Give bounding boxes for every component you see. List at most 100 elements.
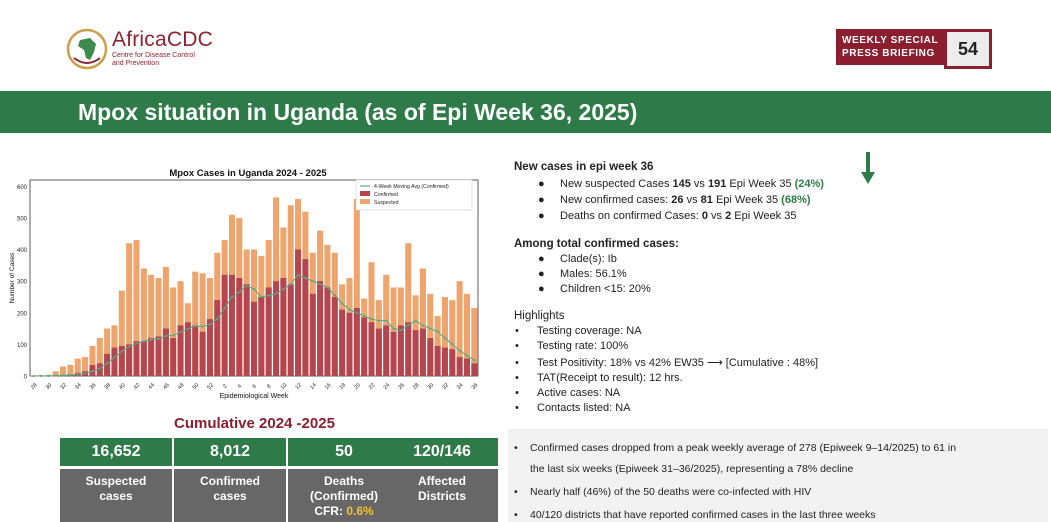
confirmed-bar bbox=[309, 293, 316, 376]
moving-avg-point bbox=[135, 342, 138, 345]
moving-avg-point bbox=[289, 283, 292, 286]
legend-swatch-suspected bbox=[360, 199, 370, 204]
moving-avg-point bbox=[238, 291, 241, 294]
confirmed-bar bbox=[449, 349, 456, 376]
moving-avg-point bbox=[252, 287, 256, 291]
stat-label-line-2: cases bbox=[99, 489, 133, 503]
legend-label: 4-Week Moving Avg (Confirmed) bbox=[374, 184, 449, 190]
confirmed-bar bbox=[96, 363, 103, 376]
suspected-bar bbox=[419, 268, 426, 376]
y-axis-label: Number of Cases bbox=[9, 252, 16, 303]
suspected-bar bbox=[463, 293, 470, 376]
moving-avg-point bbox=[164, 334, 167, 337]
stat-label-line-1: Affected bbox=[417, 474, 466, 488]
stat-value: 16,652 bbox=[60, 438, 172, 466]
confirmed-bar bbox=[199, 331, 206, 376]
moving-avg-point bbox=[76, 373, 79, 376]
moving-avg-point bbox=[436, 330, 439, 333]
confirmed-bar bbox=[228, 274, 235, 376]
moving-avg-point bbox=[39, 374, 43, 378]
item-value: 145 bbox=[672, 178, 691, 190]
suspected-bar bbox=[192, 271, 199, 376]
moving-avg-point bbox=[260, 295, 263, 299]
item-text: Clade(s): Ib bbox=[560, 253, 617, 265]
moving-avg-point bbox=[399, 329, 402, 332]
stat-value: 120/146 bbox=[386, 438, 498, 466]
confirmed-bar bbox=[324, 287, 331, 376]
item-value: 81 bbox=[700, 194, 713, 206]
item-percent: (68%) bbox=[781, 194, 811, 206]
moving-avg-point bbox=[443, 336, 447, 340]
x-tick-label: 10 bbox=[280, 382, 289, 391]
item-text: vs bbox=[707, 210, 726, 222]
moving-avg-point bbox=[355, 311, 358, 314]
item-text: Males: 56.1% bbox=[560, 268, 627, 280]
suspected-bar bbox=[162, 266, 169, 376]
org-name: AfricaCDC bbox=[112, 28, 213, 51]
item-text: Active cases: NA bbox=[537, 387, 621, 399]
moving-avg-point bbox=[150, 338, 153, 341]
briefing-line-2: PRESS BRIEFING bbox=[842, 48, 935, 59]
x-tick-label: 46 bbox=[162, 382, 171, 391]
africacdc-logo-icon bbox=[66, 28, 108, 70]
suspected-bar bbox=[74, 358, 81, 376]
down-arrow-icon bbox=[861, 152, 875, 184]
stat-districts: 120/146 Affected Districts bbox=[386, 438, 498, 522]
highlight-item: • Active cases: NA bbox=[515, 387, 621, 399]
chart-title: Mpox Cases in Uganda 2024 - 2025 bbox=[169, 168, 327, 179]
confirmed-bar bbox=[184, 322, 191, 376]
stat-value: 50 bbox=[288, 438, 400, 466]
moving-avg-point bbox=[106, 362, 109, 365]
confirmed-bar bbox=[170, 338, 177, 376]
moving-avg-point bbox=[318, 283, 322, 286]
moving-avg-point bbox=[311, 280, 314, 283]
stat-label-line-2: cases bbox=[213, 489, 247, 503]
org-logo: AfricaCDC Centre for Disease Control and… bbox=[66, 26, 226, 70]
stat-label-line-1: Confirmed bbox=[200, 474, 260, 488]
moving-avg-point bbox=[392, 327, 395, 330]
new-cases-item: ● New suspected Cases 145 vs 191 Epi Week… bbox=[538, 178, 824, 190]
suspected-bar bbox=[199, 273, 206, 376]
confirmed-bar bbox=[177, 325, 184, 376]
x-tick-label: 6 bbox=[252, 384, 258, 390]
note-line: • Nearly half (46%) of the 50 deaths were… bbox=[514, 486, 812, 498]
confirmed-bar bbox=[265, 287, 272, 376]
confirmed-bar bbox=[155, 336, 162, 376]
x-tick-label: 34 bbox=[456, 382, 465, 391]
y-tick-label: 400 bbox=[17, 248, 28, 254]
moving-avg-point bbox=[414, 319, 417, 322]
x-tick-label: 14 bbox=[309, 382, 318, 391]
x-axis-label: Epidemiological Week bbox=[220, 393, 289, 400]
moving-avg-point bbox=[216, 317, 219, 321]
x-tick-label: 8 bbox=[266, 384, 272, 390]
moving-avg-point bbox=[458, 349, 461, 352]
suspected-bar bbox=[60, 366, 67, 376]
item-text: TAT(Receipt to result): 12 hrs. bbox=[537, 372, 683, 384]
total-confirmed-item: ● Children <15: 20% bbox=[538, 283, 651, 295]
item-text: Contacts listed: NA bbox=[537, 402, 631, 414]
total-confirmed-heading: Among total confirmed cases: bbox=[514, 238, 679, 250]
x-tick-label: 44 bbox=[148, 382, 157, 391]
moving-avg-point bbox=[47, 374, 50, 378]
moving-avg-point bbox=[186, 327, 190, 330]
moving-avg-point bbox=[98, 367, 101, 370]
item-value: 0 bbox=[701, 210, 708, 222]
confirmed-bar bbox=[361, 317, 368, 376]
total-confirmed-item: ● Clade(s): Ib bbox=[538, 253, 617, 265]
confirmed-bar bbox=[221, 274, 228, 376]
confirmed-bar bbox=[162, 328, 169, 376]
stat-label: Deaths (Confirmed) CFR: 0.6% bbox=[288, 469, 400, 522]
confirmed-bar bbox=[214, 300, 221, 376]
confirmed-bar bbox=[133, 341, 140, 376]
y-tick-label: 100 bbox=[17, 343, 28, 349]
highlight-item: • TAT(Receipt to result): 12 hrs. bbox=[515, 372, 683, 384]
moving-avg-point bbox=[341, 302, 344, 305]
moving-avg-point bbox=[282, 287, 285, 291]
moving-avg-point bbox=[223, 306, 226, 310]
suspected-bar bbox=[441, 296, 448, 376]
suspected-bar bbox=[449, 300, 456, 376]
moving-avg-point bbox=[473, 359, 476, 362]
item-text: Testing coverage: NA bbox=[537, 325, 642, 337]
confirmed-bar bbox=[236, 278, 243, 376]
stat-label: Confirmed cases bbox=[174, 469, 286, 522]
